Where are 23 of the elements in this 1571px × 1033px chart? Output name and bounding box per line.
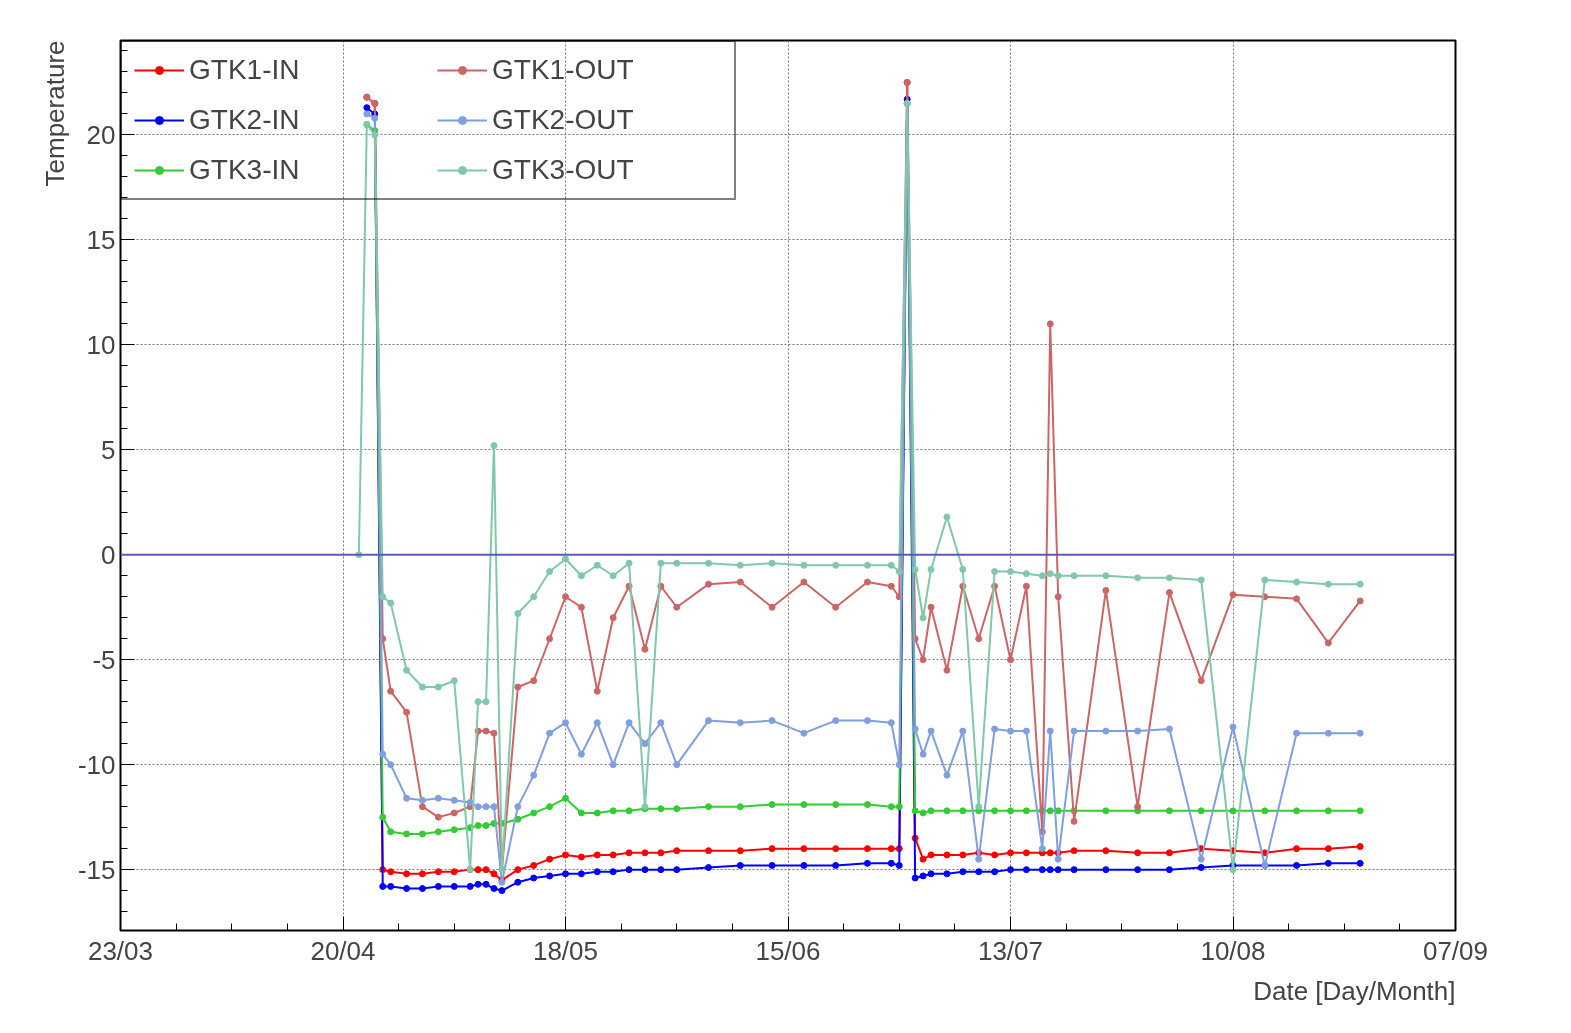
x-tick-label: 07/09 bbox=[1422, 935, 1489, 966]
y-tick-label: -5 bbox=[92, 644, 116, 675]
legend-label: GTK2-OUT bbox=[492, 104, 635, 136]
x-tick-label: 10/08 bbox=[1200, 935, 1266, 966]
x-tick-label: 13/07 bbox=[977, 935, 1044, 966]
x-tick-label: 23/03 bbox=[87, 935, 154, 966]
legend-label: GTK2-IN bbox=[189, 104, 301, 136]
y-tick-label: 10 bbox=[86, 329, 116, 360]
x-tick-label: 18/05 bbox=[532, 935, 599, 966]
legend-label: GTK1-IN bbox=[189, 54, 301, 86]
x-tick-label: 20/04 bbox=[310, 935, 376, 966]
y-tick-label: 20 bbox=[86, 119, 116, 150]
y-tick-label: 15 bbox=[86, 224, 116, 255]
legend-label: GTK1-OUT bbox=[492, 54, 635, 86]
legend-label: GTK3-OUT bbox=[492, 154, 635, 186]
y-tick-label: -10 bbox=[77, 749, 116, 780]
y-tick-label: 5 bbox=[101, 434, 116, 465]
y-axis-title: Temperature bbox=[39, 40, 70, 187]
x-axis-title: Date [Day/Month] bbox=[1253, 975, 1456, 1006]
y-tick-label: 0 bbox=[101, 539, 116, 570]
legend-label: GTK3-IN bbox=[189, 154, 301, 186]
y-tick-label: -15 bbox=[77, 854, 116, 885]
x-tick-label: 15/06 bbox=[755, 935, 821, 966]
